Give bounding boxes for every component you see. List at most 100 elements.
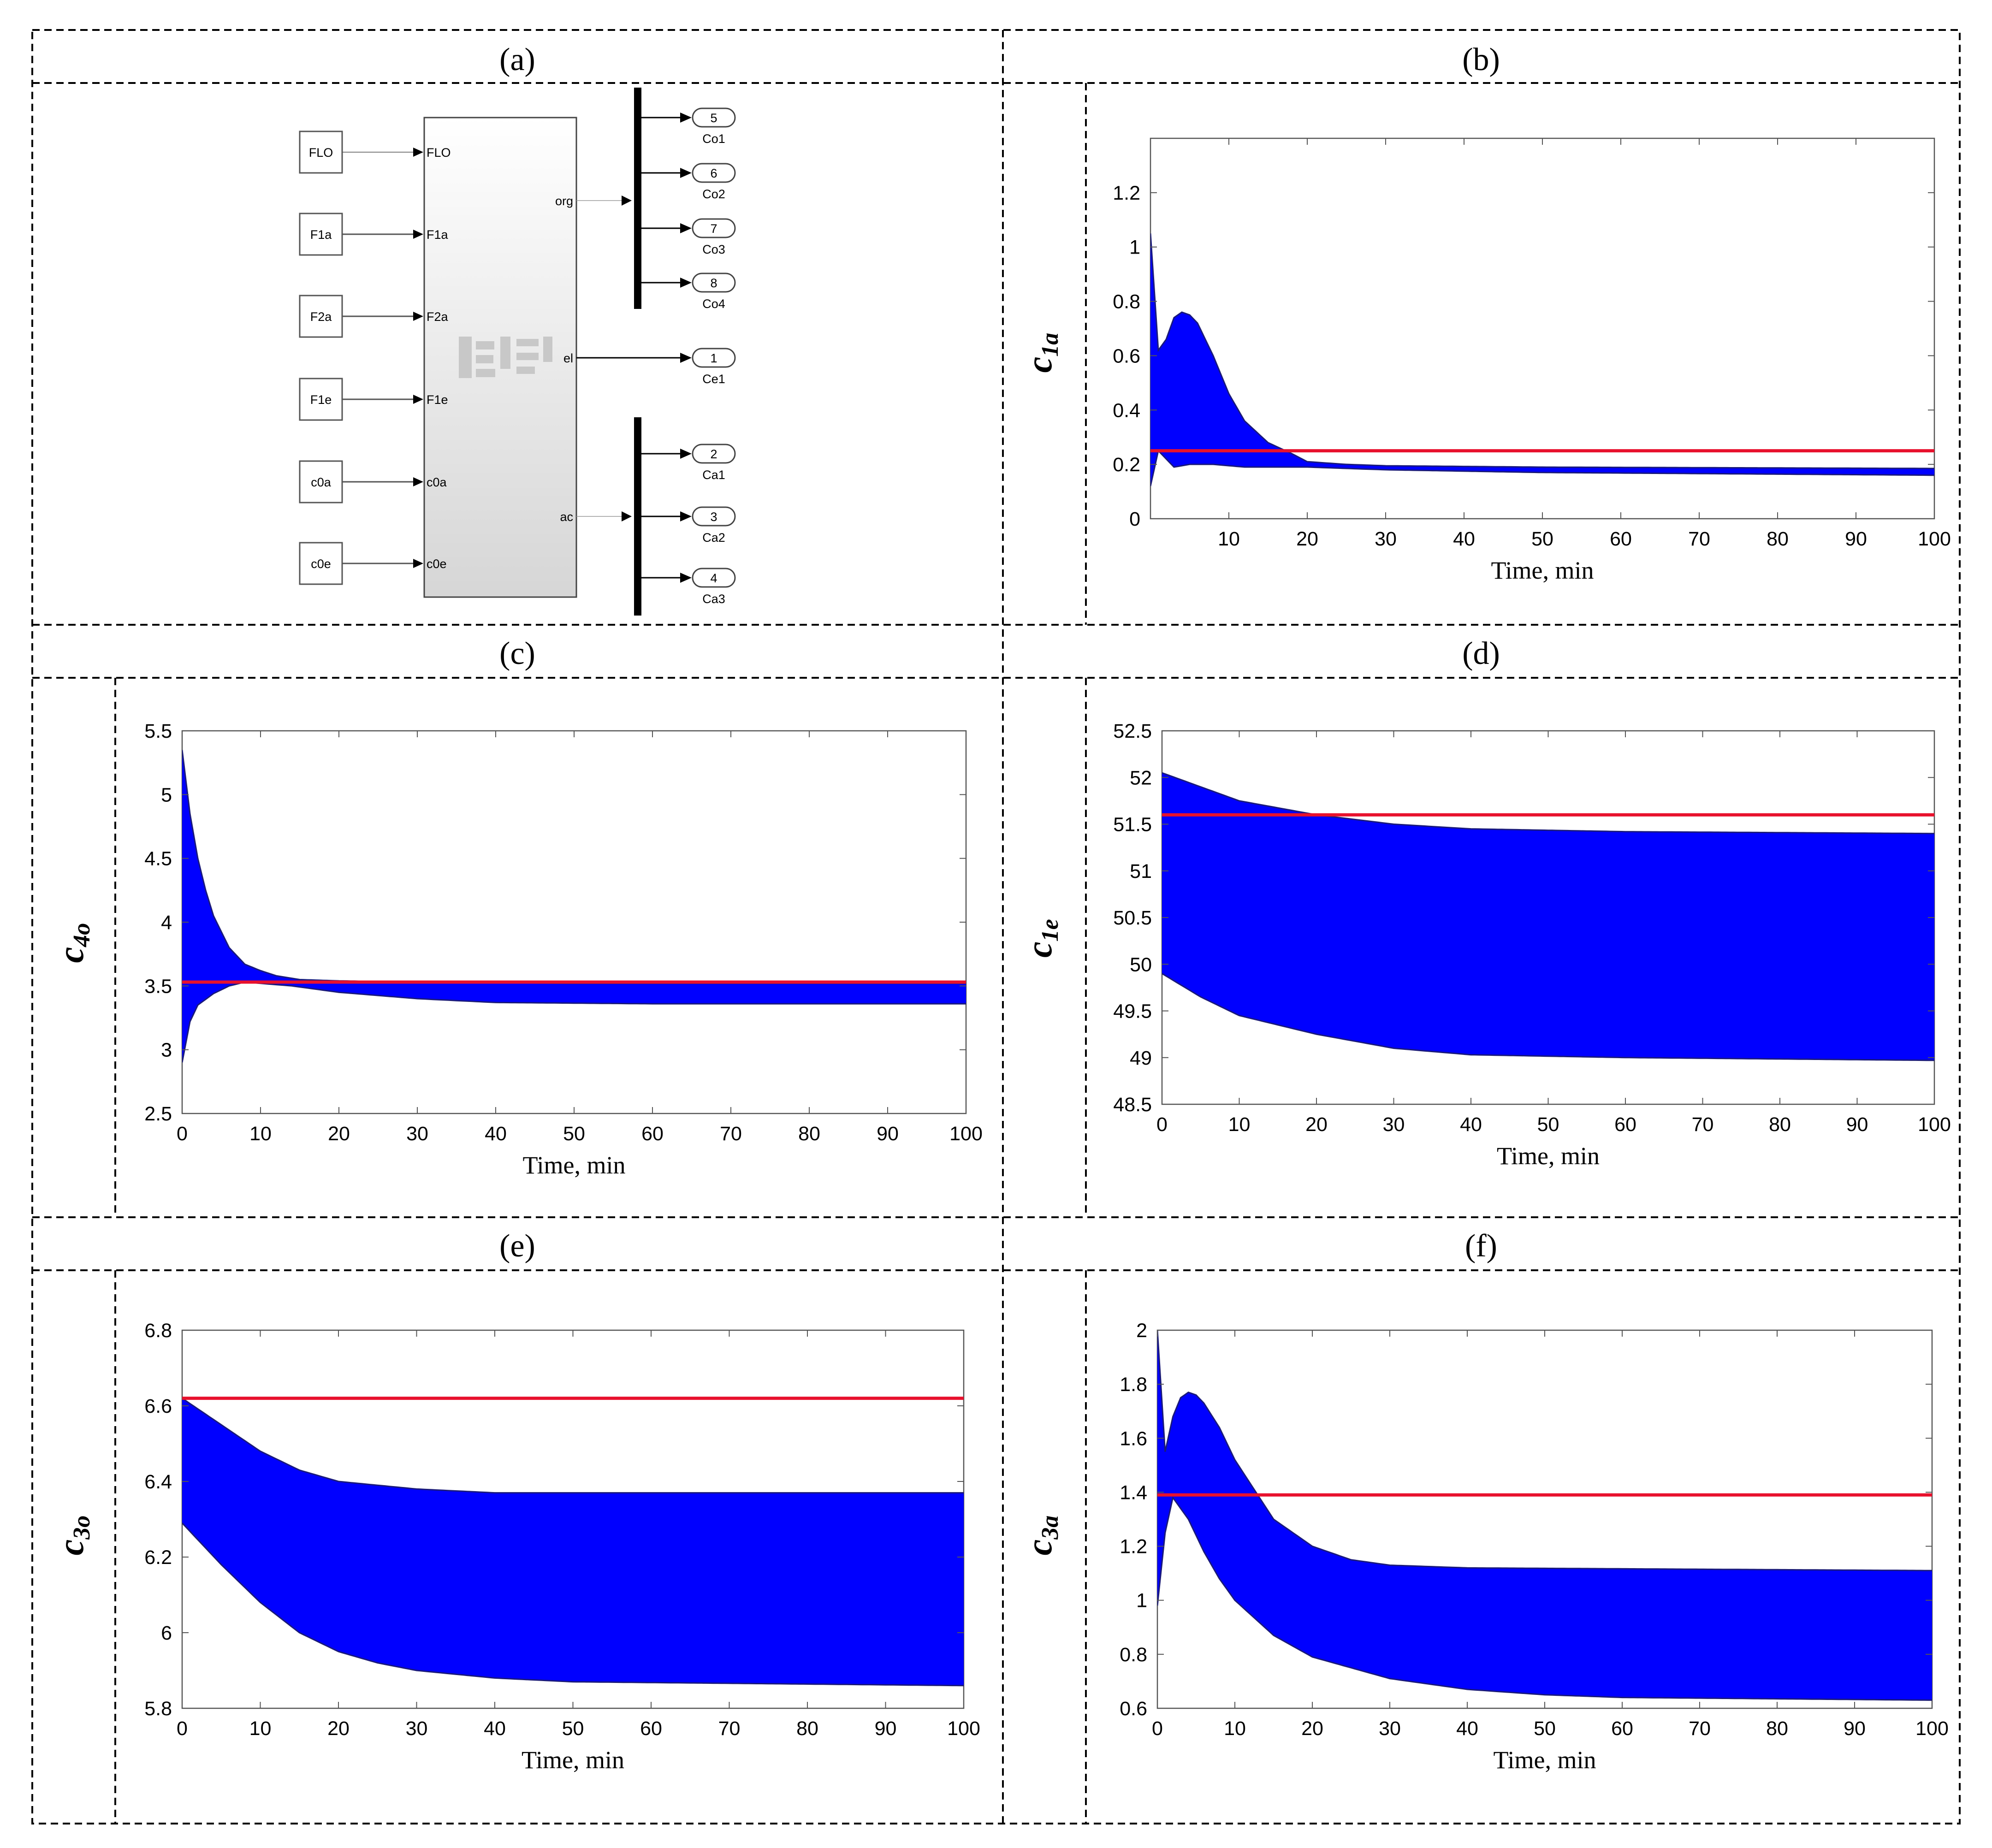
y-axis-title-sub-c: 4o xyxy=(69,923,95,948)
x-tick-label-e-70: 70 xyxy=(718,1718,741,1740)
input-block-c0a[interactable] xyxy=(299,460,343,503)
x-tick-label-c-30: 30 xyxy=(406,1123,428,1145)
ensemble-upper-edge-e xyxy=(182,1398,964,1494)
x-tick-label-c-0: 0 xyxy=(177,1123,188,1145)
y-axis-title-sub-d: 1e xyxy=(1037,919,1063,942)
input-block-f1a[interactable] xyxy=(299,213,343,256)
input-block-label-c0a: c0a xyxy=(311,475,332,489)
x-tick-label-d-100: 100 xyxy=(1918,1114,1951,1136)
out-arrow-co4 xyxy=(680,278,692,288)
x-tick-label-d-90: 90 xyxy=(1846,1114,1868,1136)
ensemble-lower-edge-c xyxy=(182,981,966,1063)
panel-label-f: (f) xyxy=(1465,1228,1497,1264)
y-tick-label-e-5: 6.8 xyxy=(144,1320,172,1342)
y-tick-label-d-8: 52.5 xyxy=(1113,720,1152,742)
y-tick-label-d-3: 50 xyxy=(1130,954,1152,976)
chart-b: 10 20 30 40 50 60 70 80 90 100 0 0.2 0.4 0.6 0.8 1 1.2 Ti… xyxy=(1019,137,1951,584)
y-tick-label-d-6: 51.5 xyxy=(1113,814,1152,836)
y-tick-label-f-0: 0.6 xyxy=(1120,1698,1147,1720)
outport-label-ca1: Ca1 xyxy=(702,468,725,482)
y-axis-title-sub-f: 3a xyxy=(1037,1516,1063,1540)
x-tick-label-f-100: 100 xyxy=(1915,1718,1949,1740)
outport-co3[interactable] xyxy=(692,218,736,238)
bus-demux-org[interactable] xyxy=(634,88,641,309)
outport-ce1[interactable] xyxy=(692,348,736,368)
x-tick-label-b-80: 80 xyxy=(1767,528,1789,550)
y-tick-label-f-1: 0.8 xyxy=(1120,1644,1147,1666)
input-block-label-c0e: c0e xyxy=(311,557,331,571)
outport-ca3[interactable] xyxy=(692,568,736,588)
x-axis-title-b: Time, min xyxy=(1491,557,1594,584)
out-arrow-ce1 xyxy=(680,353,692,363)
y-tick-label-c-6: 5.5 xyxy=(144,720,172,742)
x-tick-label-e-50: 50 xyxy=(562,1718,584,1740)
out-arrow-co2 xyxy=(680,168,692,178)
y-tick-label-c-2: 3.5 xyxy=(144,975,172,997)
frame-grid xyxy=(31,29,1961,1824)
y-tick-label-f-7: 2 xyxy=(1136,1320,1147,1342)
x-tick-label-b-60: 60 xyxy=(1610,528,1632,550)
x-tick-label-c-10: 10 xyxy=(249,1123,272,1145)
x-tick-label-c-80: 80 xyxy=(798,1123,820,1145)
x-tick-label-b-20: 20 xyxy=(1296,528,1318,550)
y-axis-title-main-b: c xyxy=(1019,357,1059,373)
x-tick-label-b-30: 30 xyxy=(1375,528,1397,550)
input-block-f1e[interactable] xyxy=(299,378,343,421)
outport-label-ca3: Ca3 xyxy=(702,592,725,606)
outport-ca1[interactable] xyxy=(692,444,736,464)
x-axis-title-e: Time, min xyxy=(522,1746,624,1774)
panel-label-c: (c) xyxy=(499,636,535,671)
y-tick-label-b-3: 0.6 xyxy=(1113,345,1140,367)
x-tick-label-f-80: 80 xyxy=(1766,1718,1788,1740)
outport-co1[interactable] xyxy=(692,107,736,128)
y-tick-label-b-4: 0.8 xyxy=(1113,291,1140,313)
y-axis-title-sub-e: 3o xyxy=(69,1516,95,1540)
outport-num-co2: 6 xyxy=(710,166,717,180)
series-group-f xyxy=(1157,1330,1932,1701)
y-tick-label-f-2: 1 xyxy=(1136,1590,1147,1612)
series-group-b xyxy=(1150,233,1934,486)
y-tick-label-b-2: 0.4 xyxy=(1113,399,1140,421)
x-tick-label-d-60: 60 xyxy=(1614,1114,1636,1136)
chart-c: 0 10 20 30 40 50 60 70 80 90 100 2.5 3 3.5 4 4.5 5 5.5 Tim… xyxy=(51,720,983,1179)
x-tick-label-e-90: 90 xyxy=(875,1718,897,1740)
y-axis-title-main-f: c xyxy=(1019,1540,1059,1556)
outport-label-co2: Co2 xyxy=(702,187,725,201)
x-tick-label-f-20: 20 xyxy=(1301,1718,1323,1740)
y-tick-label-d-5: 51 xyxy=(1130,860,1152,883)
outport-ca2[interactable] xyxy=(692,506,736,527)
y-tick-label-c-4: 4.5 xyxy=(144,848,172,870)
input-block-label-f1e: F1e xyxy=(310,393,332,407)
input-block-label-f1a: F1a xyxy=(310,228,332,242)
out-arrow-ca3 xyxy=(680,573,692,583)
chart-f: 0 10 20 30 40 50 60 70 80 90 100 0.6 0.8 1 1.2 1.4 1.6 1.… xyxy=(1019,1320,1949,1774)
input-block-label-f2a: F2a xyxy=(310,310,332,324)
y-axis-title-f: c3a xyxy=(1019,1516,1063,1556)
ensemble-band-f xyxy=(1157,1330,1932,1700)
y-tick-label-f-3: 1.2 xyxy=(1120,1536,1147,1558)
subsystem-mask-text xyxy=(459,337,552,378)
input-arrow-c0e xyxy=(413,559,423,568)
outport-co2[interactable] xyxy=(692,163,736,183)
port-out-ac: ac xyxy=(560,510,573,524)
bus-demux-ac[interactable] xyxy=(634,417,641,616)
x-tick-label-d-70: 70 xyxy=(1692,1114,1714,1136)
wire-arrow-ac xyxy=(622,511,632,521)
input-block-c0e[interactable] xyxy=(299,542,343,585)
input-arrow-f1a xyxy=(413,230,423,239)
ensemble-band-e xyxy=(182,1398,964,1686)
input-block-f2a[interactable] xyxy=(299,295,343,338)
x-tick-label-c-60: 60 xyxy=(641,1123,664,1145)
y-tick-label-d-4: 50.5 xyxy=(1113,907,1152,929)
chart-e: 0 10 20 30 40 50 60 70 80 90 100 5.8 6 6.2 6.4 6.6 6.8 Ti… xyxy=(51,1320,980,1774)
y-axis-title-main-d: c xyxy=(1019,942,1059,958)
x-tick-label-d-10: 10 xyxy=(1228,1114,1251,1136)
port-out-el: el xyxy=(563,351,573,365)
port-in-f1a: F1a xyxy=(427,228,449,242)
outport-co4[interactable] xyxy=(692,272,736,293)
outport-label-co3: Co3 xyxy=(702,243,725,256)
x-tick-label-d-50: 50 xyxy=(1537,1114,1559,1136)
y-tick-label-e-1: 6 xyxy=(161,1622,172,1644)
x-tick-label-f-90: 90 xyxy=(1844,1718,1866,1740)
x-tick-label-e-100: 100 xyxy=(947,1718,980,1740)
